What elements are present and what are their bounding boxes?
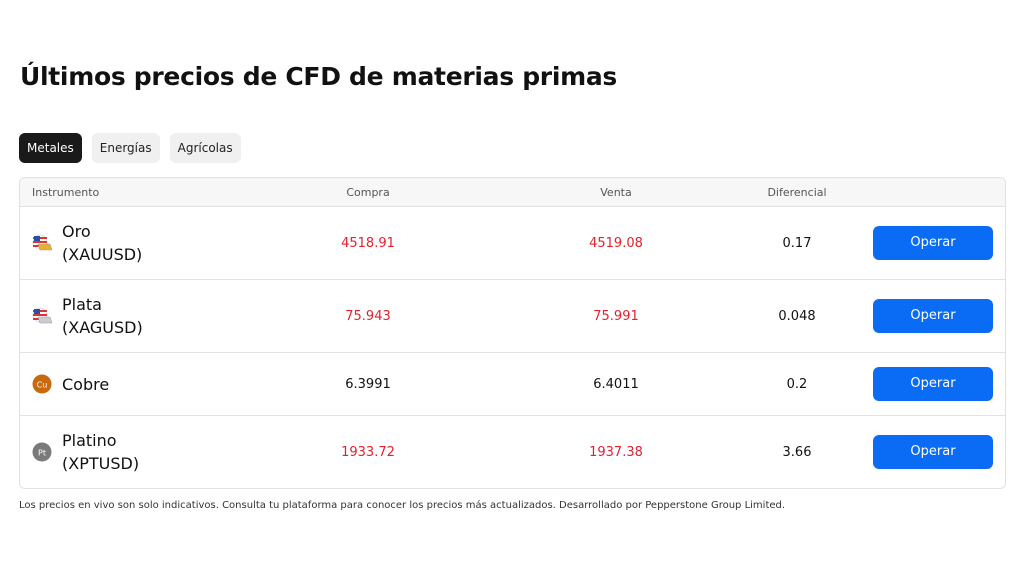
instrument-icon: Cu xyxy=(32,374,52,394)
instrument-name: Cobre xyxy=(62,373,109,396)
sell-price: 4519.08 xyxy=(589,235,643,251)
tabs: Metales Energías Agrícolas xyxy=(19,133,241,163)
page-title: Últimos precios de CFD de materias prima… xyxy=(20,62,617,91)
instrument-title: Cobre xyxy=(62,374,110,394)
buy-price: 1933.72 xyxy=(341,444,395,460)
trade-button[interactable]: Operar xyxy=(873,226,993,260)
tab[interactable]: Energías xyxy=(91,133,160,163)
instrument-title: Oro xyxy=(62,222,91,241)
buy-price: 6.3991 xyxy=(345,376,391,392)
instrument-icon xyxy=(32,234,52,251)
instrument-name: Oro (XAUUSD) xyxy=(62,220,142,266)
sell-price: 6.4011 xyxy=(593,376,639,392)
spread: 0.048 xyxy=(778,308,816,324)
instrument-name: Platino (XPTUSD) xyxy=(62,429,139,475)
instrument-icon xyxy=(32,307,52,324)
action-cell: Operar xyxy=(852,226,1005,260)
action-cell: Operar xyxy=(852,299,1005,333)
instrument-cell: Cu Cobre xyxy=(20,373,290,396)
table-row: Oro (XAUUSD) 4518.91 4519.08 0.17 Operar xyxy=(20,207,1005,280)
instrument-cell: Pt Platino (XPTUSD) xyxy=(20,429,290,475)
header-row: Instrumento Compra Venta Diferencial xyxy=(20,178,1005,207)
icon-label: Pt xyxy=(38,449,46,458)
footer-note: Los precios en vivo son solo indicativos… xyxy=(19,500,786,511)
table-row: Plata (XAGUSD) 75.943 75.991 0.048 Operar xyxy=(20,280,1005,353)
instrument-cell: Plata (XAGUSD) xyxy=(20,293,290,339)
column-header: Diferencial xyxy=(767,185,827,199)
instrument-title: Plata xyxy=(62,295,102,314)
spread: 3.66 xyxy=(782,444,812,460)
trade-button[interactable]: Operar xyxy=(873,299,993,333)
action-cell: Operar xyxy=(852,367,1005,401)
sell-price: 75.991 xyxy=(593,308,639,324)
spread: 0.17 xyxy=(782,235,812,251)
tab[interactable]: Agrícolas xyxy=(169,133,241,163)
instrument-name: Plata (XAGUSD) xyxy=(62,293,143,339)
trade-button[interactable]: Operar xyxy=(873,435,993,469)
instrument-symbol: (XAUUSD) xyxy=(62,245,143,264)
table-row: Pt Platino (XPTUSD) 1933.72 1937.38 3.66 Opera… xyxy=(20,416,1005,488)
sell-price: 1937.38 xyxy=(589,444,643,460)
instrument-symbol: (XPTUSD) xyxy=(62,454,140,473)
column-header: Instrumento xyxy=(32,185,100,199)
instrument-icon: Pt xyxy=(32,442,52,462)
spread: 0.2 xyxy=(786,376,808,392)
price-table: Instrumento Compra Venta Diferencial Oro (XAU… xyxy=(19,177,1006,489)
column-header: Compra xyxy=(346,185,390,199)
buy-price: 75.943 xyxy=(345,308,391,324)
table-row: Cu Cobre 6.3991 6.4011 0.2 Operar xyxy=(20,353,1005,416)
instrument-title: Platino xyxy=(62,431,117,450)
tab[interactable]: Metales xyxy=(19,133,82,163)
buy-price: 4518.91 xyxy=(341,235,395,251)
trade-button[interactable]: Operar xyxy=(873,367,993,401)
column-header: Venta xyxy=(600,185,632,199)
instrument-cell: Oro (XAUUSD) xyxy=(20,220,290,266)
action-cell: Operar xyxy=(852,435,1005,469)
icon-label: Cu xyxy=(37,381,48,390)
instrument-symbol: (XAGUSD) xyxy=(62,318,143,337)
